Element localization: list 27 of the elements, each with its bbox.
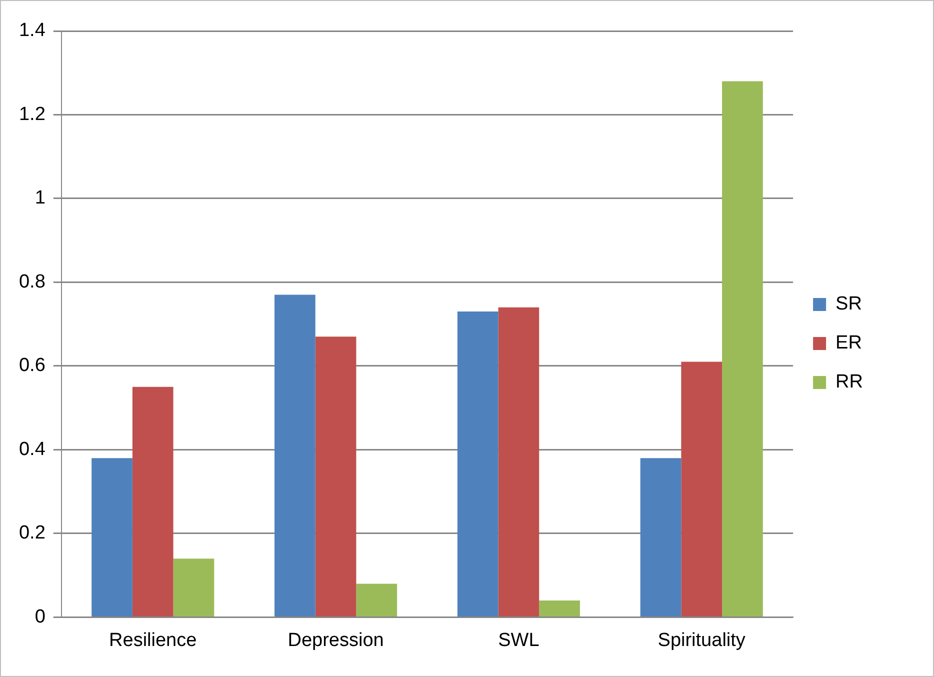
y-tick-label: 0.8 — [18, 271, 46, 292]
legend-label: ER — [836, 332, 862, 354]
bar — [132, 386, 174, 616]
y-tick-label: 0 — [34, 606, 46, 628]
legend-label: RR — [836, 372, 864, 393]
x-tick-label: SWL — [498, 630, 540, 651]
bar — [274, 294, 316, 616]
y-tick-label: 1.4 — [18, 20, 46, 42]
bar — [681, 362, 722, 616]
y-tick-label: 0.4 — [18, 438, 46, 460]
bar — [722, 81, 763, 616]
y-tick-label: 0.6 — [18, 355, 46, 376]
bar — [457, 312, 498, 616]
y-tick-label: 1.2 — [18, 104, 46, 125]
y-tick-label: 0.2 — [18, 522, 46, 544]
x-tick-label: Depression — [288, 630, 384, 651]
bar — [539, 600, 580, 616]
legend-label: SR — [836, 294, 862, 315]
x-tick-label: Resilience — [109, 630, 197, 651]
bar — [498, 307, 540, 616]
bar — [356, 584, 398, 616]
bar — [173, 558, 214, 616]
x-tick-label: Spirituality — [658, 630, 746, 651]
y-tick-label: 1 — [34, 188, 46, 209]
bar — [640, 458, 682, 616]
bar — [92, 458, 132, 616]
bar — [315, 336, 356, 616]
